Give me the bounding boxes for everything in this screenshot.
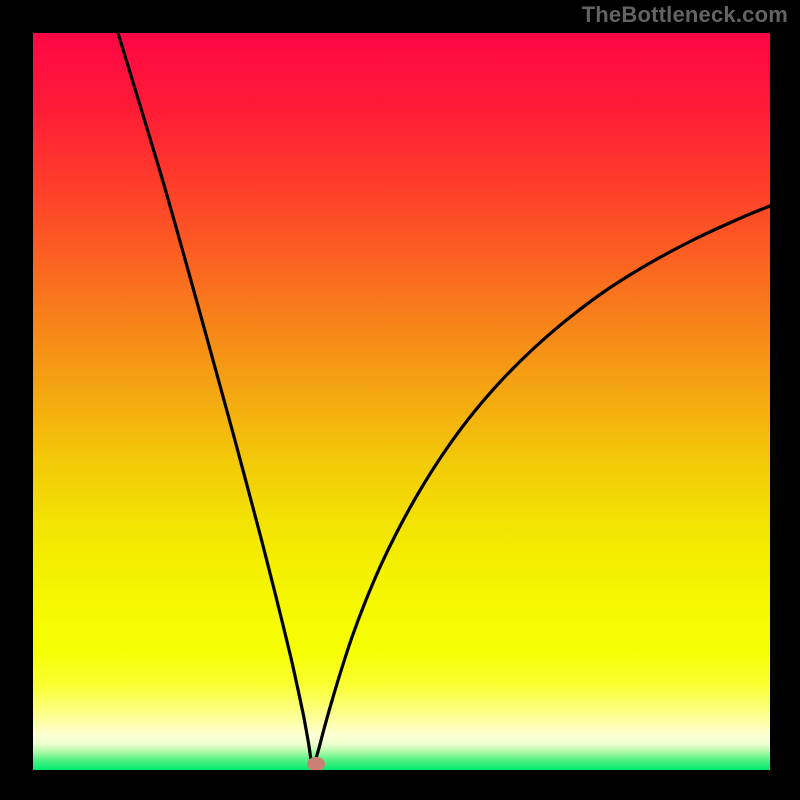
chart-frame: TheBottleneck.com <box>0 0 800 800</box>
plot-svg <box>33 33 770 770</box>
plot-area <box>33 33 770 770</box>
gradient-background <box>33 33 770 770</box>
watermark-text: TheBottleneck.com <box>582 2 788 28</box>
